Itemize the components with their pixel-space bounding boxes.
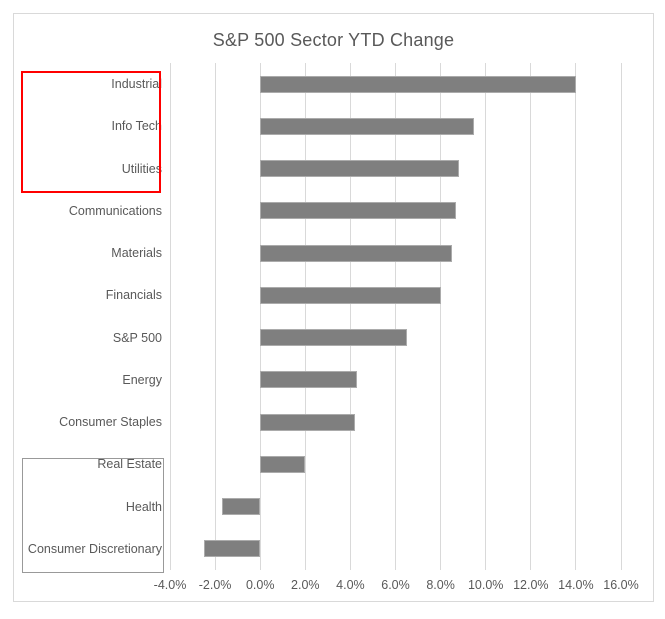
bar-info-tech [260, 117, 475, 135]
gridline [575, 63, 577, 570]
category-label: Materials [111, 246, 162, 261]
category-label: Utilities [121, 161, 162, 176]
tick-label: 6.0% [381, 578, 410, 592]
gridline [169, 63, 171, 570]
plot-area [169, 63, 622, 570]
gridline [395, 63, 396, 570]
gridline [620, 63, 622, 570]
gridline [530, 63, 532, 570]
gridline [214, 63, 216, 570]
bar-utilities [260, 160, 459, 178]
bar-consumer-discretionary [203, 540, 261, 558]
chart-frame: S&P 500 Sector YTD Change Industrial Info… [13, 13, 654, 602]
tick-label: 0.0% [245, 578, 275, 592]
category-label: Consumer Discretionary [27, 541, 162, 556]
category-label: Industrial [111, 77, 162, 92]
tick-label: 10.0% [467, 578, 504, 592]
tick-label: 4.0% [336, 578, 365, 592]
bar-industrial [260, 75, 576, 93]
tick-label: 8.0% [426, 578, 455, 592]
category-label: S&P 500 [112, 330, 162, 345]
bar-materials [260, 244, 452, 262]
chart-title: S&P 500 Sector YTD Change [212, 30, 455, 50]
tick-label: -2.0% [198, 578, 232, 592]
highlight-box-red [21, 71, 161, 193]
tick-label: 14.0% [558, 578, 594, 592]
tick-label: 12.0% [513, 578, 549, 592]
value-axis: -4.0% -2.0% 0.0% 2.0% 4.0% 6.0% 8.0% 10.0% 12.0%… [154, 576, 639, 596]
category-axis: Industrial Info Tech Utilities Communicatio… [14, 63, 162, 570]
highlight-box-gray [22, 458, 164, 573]
gridline [259, 63, 261, 570]
bar-energy [260, 371, 358, 389]
tick-label: 16.0% [603, 578, 639, 592]
category-label: Info Tech [111, 119, 162, 134]
category-label: Health [125, 499, 162, 514]
category-label: Financials [105, 288, 162, 303]
gridline [349, 63, 351, 570]
bar-communications [260, 202, 457, 220]
tick-label: -4.0% [153, 578, 187, 592]
category-label: Real Estate [97, 457, 162, 472]
gridline [304, 63, 306, 570]
gridline [485, 63, 487, 570]
bar-real-estate [260, 455, 306, 473]
category-label: Communications [68, 203, 162, 218]
bar-consumer-staples [260, 413, 355, 431]
bar-health [221, 498, 261, 516]
tick-label: 2.0% [291, 578, 320, 592]
bar-financials [260, 286, 441, 304]
bar-s-p-500 [260, 329, 407, 347]
category-label: Consumer Staples [59, 415, 162, 430]
gridline [440, 63, 442, 570]
category-label: Energy [122, 372, 162, 387]
